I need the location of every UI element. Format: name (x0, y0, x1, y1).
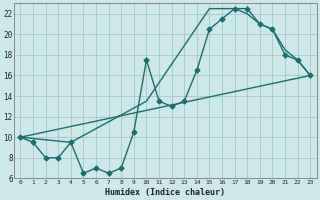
X-axis label: Humidex (Indice chaleur): Humidex (Indice chaleur) (105, 188, 225, 197)
